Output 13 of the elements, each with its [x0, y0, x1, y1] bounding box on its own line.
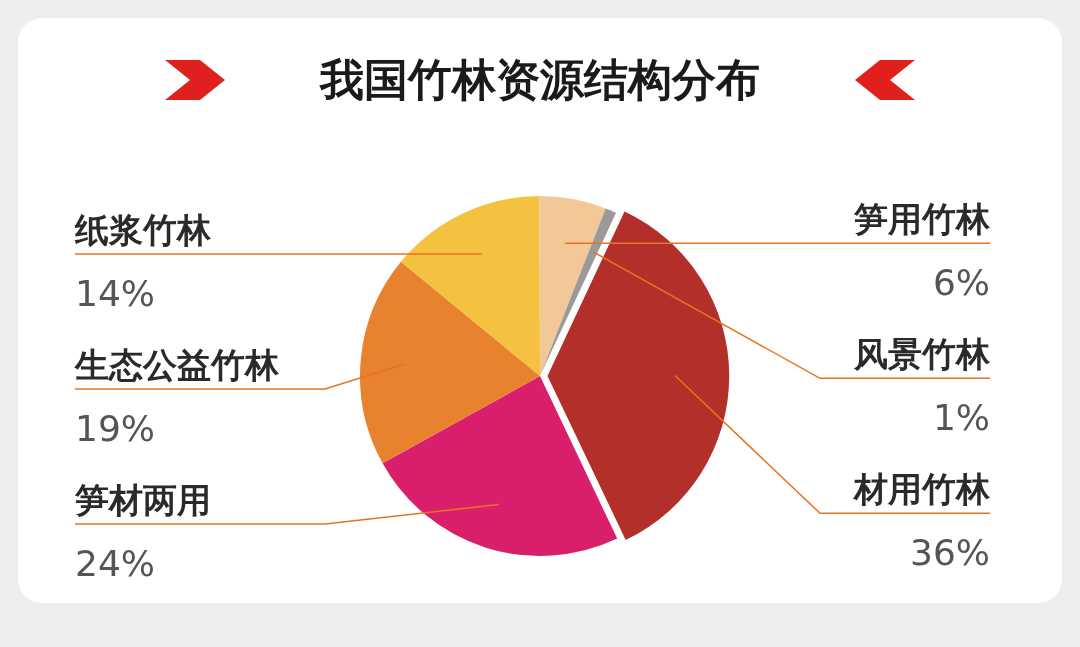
data-label: 14%	[75, 273, 156, 315]
data-label: 24%	[75, 543, 156, 585]
slice-label: 笋材两用	[74, 480, 211, 521]
data-label: 1%	[932, 397, 990, 439]
data-label: 6%	[932, 262, 990, 304]
chart-title: 我国竹林资源结构分布	[318, 53, 761, 107]
data-label: 36%	[909, 532, 990, 574]
slice-label: 纸浆竹林	[74, 210, 212, 251]
slice-label: 材用竹林	[852, 469, 991, 510]
slice-label: 笋用竹林	[853, 199, 991, 240]
data-label: 19%	[75, 408, 156, 450]
slice-label: 风景竹林	[853, 334, 991, 375]
slice-label: 生态公益竹林	[74, 345, 280, 386]
